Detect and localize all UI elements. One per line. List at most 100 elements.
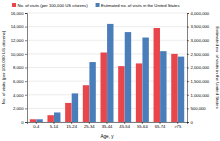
tick: 8,000 <box>13 65 27 70</box>
tick: >75 <box>174 122 182 129</box>
bar <box>136 63 142 122</box>
y-tick-label: 0 <box>21 120 24 125</box>
bar <box>171 54 177 122</box>
tick: 0 <box>21 120 27 125</box>
y-tick-label: 10,000 <box>11 52 24 57</box>
tick-mark <box>187 95 189 96</box>
y2-tick-label: 2,000,000 <box>191 65 210 70</box>
plot: 0 2,000 4,000 6,000 8,000 10,000 12,000 14,000 1… <box>11 11 210 130</box>
grid <box>27 13 187 122</box>
bar <box>118 66 124 122</box>
grid-line <box>27 26 187 27</box>
bar <box>83 85 89 122</box>
tick-mark <box>25 13 27 14</box>
bar <box>154 28 160 122</box>
tick: 55-64 <box>137 122 148 129</box>
y2-tick-label: 4,000,000 <box>191 11 210 16</box>
y-tick-label: 8,000 <box>13 65 24 70</box>
bar <box>65 103 71 122</box>
tick: 5-14 <box>50 122 59 129</box>
y-tick-label: 4,000 <box>13 93 24 98</box>
bar <box>72 93 78 122</box>
bar <box>47 115 53 122</box>
x-tick-label: 0-4 <box>33 124 40 129</box>
x-tick-label: 25-34 <box>84 124 95 129</box>
tick: 4,000,000 <box>187 11 210 16</box>
x-axis-title: Age, y <box>100 134 114 139</box>
y2-axis: 0 500,000 1,000,000 1,500,000 2,000,000 2,500… <box>187 11 210 125</box>
y2-tick-label: 2,500,000 <box>191 52 210 57</box>
tick: 4,000 <box>13 93 27 98</box>
tick-mark <box>187 68 189 69</box>
tick-mark <box>187 27 189 28</box>
x-tick-label: 55-64 <box>137 124 148 129</box>
y2-tick-label: 1,500,000 <box>191 79 210 84</box>
x-tick-label: 5-14 <box>50 124 59 129</box>
legend-swatch <box>96 3 100 7</box>
x-tick-label: >75 <box>174 124 182 129</box>
x-axis: 0-4 5-14 15-24 25-34 35-44 45-54 55-64 65-74 >75 <box>28 122 188 129</box>
x-tick-label: 35-44 <box>102 124 113 129</box>
y-tick-label: 14,000 <box>11 24 24 29</box>
y-axis: 0 2,000 4,000 6,000 8,000 10,000 12,000 14,000 1… <box>11 11 28 125</box>
tick-mark <box>187 81 189 82</box>
tick-mark <box>25 95 27 96</box>
legend-item: No. of visits (per 100,000 US citizens) <box>12 3 88 8</box>
chart: 0 2,000 4,000 6,000 8,000 10,000 12,000 14,000 1… <box>0 0 220 141</box>
tick: 12,000 <box>11 38 27 43</box>
x-tick-label: 45-54 <box>119 124 130 129</box>
tick: 16,000 <box>11 11 27 16</box>
tick: 2,000,000 <box>187 65 210 70</box>
bar <box>36 119 42 122</box>
bar <box>160 51 166 122</box>
legend-label: No. of visits (per 100,000 US citizens) <box>18 3 89 8</box>
y2-tick-label: 3,500,000 <box>191 24 210 29</box>
legend-item: Estimated no. of visits in the United St… <box>96 3 180 8</box>
tick: 0 <box>187 120 194 125</box>
bar <box>125 32 131 122</box>
grid-line <box>27 40 187 41</box>
tick-mark <box>187 54 189 55</box>
tick: 2,000 <box>13 106 27 111</box>
y2-tick-label: 0 <box>191 120 194 125</box>
tick: 14,000 <box>11 24 27 29</box>
axis-line <box>188 14 190 123</box>
tick: 3,000,000 <box>187 38 210 43</box>
bar <box>89 62 95 122</box>
tick: 2,500,000 <box>187 52 210 57</box>
y-tick-label: 16,000 <box>11 11 24 16</box>
y-tick-label: 12,000 <box>11 38 24 43</box>
tick: 65-74 <box>155 122 166 129</box>
tick-mark <box>187 108 189 109</box>
y-tick-label: 2,000 <box>13 106 24 111</box>
y2-tick-label: 3,000,000 <box>191 38 210 43</box>
legend: No. of visits (per 100,000 US citizens) E… <box>12 3 180 8</box>
axis-line <box>25 14 28 123</box>
bar <box>54 112 60 122</box>
tick: 500,000 <box>187 106 206 111</box>
bar <box>178 57 184 122</box>
tick: 10,000 <box>11 52 27 57</box>
tick: 25-34 <box>84 122 95 129</box>
tick-mark <box>25 54 27 55</box>
tick: 0-4 <box>33 122 40 129</box>
y2-tick-label: 1,000,000 <box>191 93 210 98</box>
y-tick-label: 6,000 <box>13 79 24 84</box>
tick-mark <box>25 40 27 41</box>
tick: 3,500,000 <box>187 24 210 29</box>
grid-line <box>27 13 187 14</box>
tick: 1,000,000 <box>187 93 210 98</box>
y2-tick-label: 500,000 <box>191 106 207 111</box>
bar <box>30 119 36 122</box>
tick-mark <box>25 81 27 82</box>
x-tick-label: 15-24 <box>66 124 77 129</box>
y2-axis-title: Estimated no. of visits in the United St… <box>215 26 220 109</box>
y-axis-title: No. of visits (per 100,000 US citizens) <box>1 30 6 104</box>
tick-mark <box>25 108 27 109</box>
legend-label: Estimated no. of visits in the United St… <box>101 3 179 8</box>
tick: 45-54 <box>119 122 130 129</box>
tick-mark <box>187 40 189 41</box>
tick: 15-24 <box>66 122 77 129</box>
legend-swatch <box>12 3 16 7</box>
tick: 6,000 <box>13 79 27 84</box>
